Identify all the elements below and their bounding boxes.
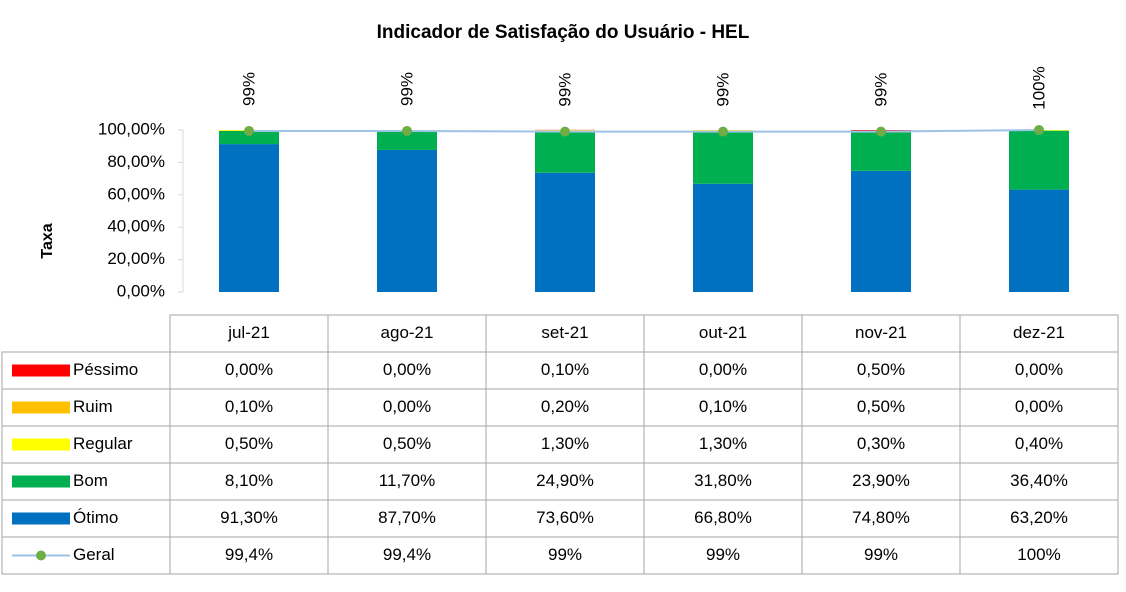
table-value: 1,30% (699, 434, 747, 453)
table-value: 99% (706, 545, 740, 564)
data-label: 99% (871, 73, 890, 107)
legend-label: Péssimo (73, 360, 138, 379)
table-value: 99,4% (225, 545, 273, 564)
table-cell (1, 536, 1119, 575)
bar-segment (1009, 130, 1069, 190)
y-tick-label: 40,00% (107, 217, 165, 236)
table-value: 0,00% (699, 360, 747, 379)
data-label: 100% (1029, 66, 1048, 109)
table-value: 0,10% (225, 397, 273, 416)
y-tick-label: 100,00% (98, 119, 165, 138)
table-value: 0,50% (383, 434, 431, 453)
line-marker (402, 125, 412, 136)
line-marker (876, 126, 886, 137)
chart-title: Indicador de Satisfação do Usuário - HEL (377, 22, 750, 43)
table-value: 0,50% (857, 397, 905, 416)
data-label: 99% (555, 73, 574, 107)
legend-label: Bom (73, 471, 108, 490)
bar-segment (693, 132, 753, 184)
legend-key (12, 512, 70, 525)
table-value: 73,60% (536, 508, 594, 527)
y-tick-label: 20,00% (107, 249, 165, 268)
line (249, 129, 1040, 133)
data-label: 99% (239, 72, 258, 106)
table-value: 23,90% (852, 471, 910, 490)
x-tick-label: dez-21 (1013, 323, 1065, 342)
table-value: 99,4% (383, 545, 431, 564)
bar-segment (851, 132, 911, 171)
table-value: 0,50% (857, 360, 905, 379)
bar-segment (693, 183, 753, 292)
data-label: 99% (397, 72, 416, 106)
x-tick-label: ago-21 (381, 323, 434, 342)
bar-segment (851, 170, 911, 292)
line-marker (560, 126, 570, 137)
data-label: 99% (713, 73, 732, 107)
legend-key-marker (36, 550, 46, 561)
table-value: 0,10% (541, 360, 589, 379)
bar-segment (377, 149, 437, 292)
y-axis-title: Taxa (39, 223, 56, 258)
x-tick-label: nov-21 (855, 323, 907, 342)
table-value: 8,10% (225, 471, 273, 490)
line-marker (718, 126, 728, 137)
table-value: 0,00% (1015, 397, 1063, 416)
table-value: 99% (548, 545, 582, 564)
table-value: 0,10% (699, 397, 747, 416)
x-tick-label: set-21 (541, 323, 588, 342)
y-tick-label: 0,00% (117, 281, 165, 300)
table-value: 0,40% (1015, 434, 1063, 453)
legend-label: Geral (73, 545, 115, 564)
bar-segment (1009, 189, 1069, 292)
table-value: 74,80% (852, 508, 910, 527)
table-value: 100% (1017, 545, 1060, 564)
legend-key (12, 475, 70, 488)
table-value: 24,90% (536, 471, 594, 490)
table-value: 87,70% (378, 508, 436, 527)
bar-segment (219, 144, 279, 292)
table-value: 0,20% (541, 397, 589, 416)
y-tick-label: 60,00% (107, 184, 165, 203)
legend-label: Ótimo (73, 508, 118, 527)
line-marker (244, 125, 254, 136)
table-value: 91,30% (220, 508, 278, 527)
table-value: 0,00% (1015, 360, 1063, 379)
legend-key (12, 401, 70, 414)
table-value: 0,30% (857, 434, 905, 453)
table-value: 63,20% (1010, 508, 1068, 527)
table-value: 99% (864, 545, 898, 564)
legend-label: Regular (73, 434, 133, 453)
table-value: 11,70% (379, 471, 435, 490)
legend-key (12, 364, 70, 377)
table-value: 0,00% (225, 360, 273, 379)
table-value: 0,00% (383, 397, 431, 416)
table-value: 1,30% (541, 434, 589, 453)
legend-key (12, 438, 70, 451)
table-value: 36,40% (1010, 471, 1068, 490)
x-tick-label: jul-21 (227, 323, 270, 342)
bar-segment (377, 130, 437, 150)
table-value: 31,80% (694, 471, 752, 490)
bar-segment (535, 172, 595, 292)
legend-label: Ruim (73, 397, 113, 416)
bar-segment (219, 130, 279, 145)
bar-segment (535, 132, 595, 173)
line-marker (1034, 125, 1044, 135)
table-value: 0,50% (225, 434, 273, 453)
table-value: 0,00% (383, 360, 431, 379)
x-tick-label: out-21 (699, 323, 747, 342)
y-tick-label: 80,00% (107, 152, 165, 171)
table-value: 66,80% (694, 508, 752, 527)
